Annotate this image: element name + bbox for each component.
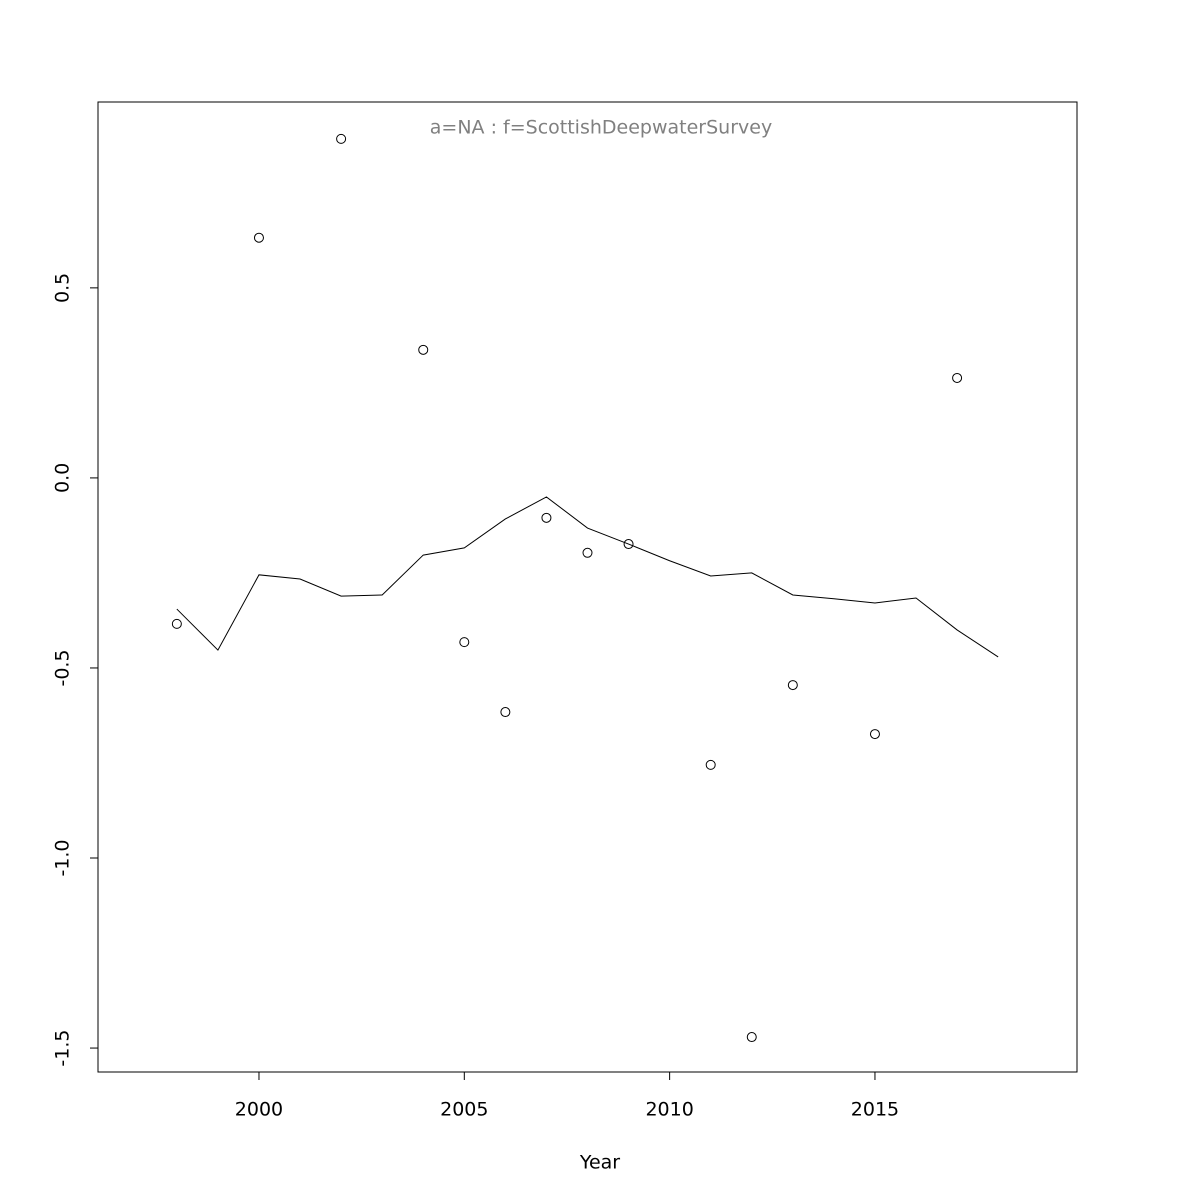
x-axis-label: Year xyxy=(579,1152,620,1174)
x-tick-label: 2010 xyxy=(645,1099,693,1121)
point xyxy=(500,707,511,718)
chart-title: a=NA : f=ScottishDeepwaterSurvey xyxy=(430,117,772,139)
point xyxy=(582,547,593,558)
point xyxy=(746,1032,757,1043)
y-tick-label: -1.5 xyxy=(52,1030,74,1067)
point xyxy=(253,232,264,243)
point xyxy=(787,680,798,691)
point xyxy=(171,618,182,629)
x-tick-label: 2005 xyxy=(440,1099,488,1121)
point xyxy=(541,512,552,523)
plot-box xyxy=(97,101,1078,1073)
point xyxy=(705,759,716,770)
point xyxy=(623,539,634,550)
y-tick-label: 0.0 xyxy=(52,463,74,493)
point xyxy=(418,344,429,355)
x-tick-label: 2000 xyxy=(235,1099,283,1121)
x-tick-label: 2015 xyxy=(851,1099,899,1121)
point xyxy=(459,637,470,648)
y-tick-label: 0.5 xyxy=(52,273,74,303)
point xyxy=(952,372,963,383)
point xyxy=(336,133,347,144)
line xyxy=(176,496,999,658)
point xyxy=(869,729,880,740)
y-tick-label: -0.5 xyxy=(52,649,74,686)
y-tick-label: -1.0 xyxy=(52,839,74,876)
